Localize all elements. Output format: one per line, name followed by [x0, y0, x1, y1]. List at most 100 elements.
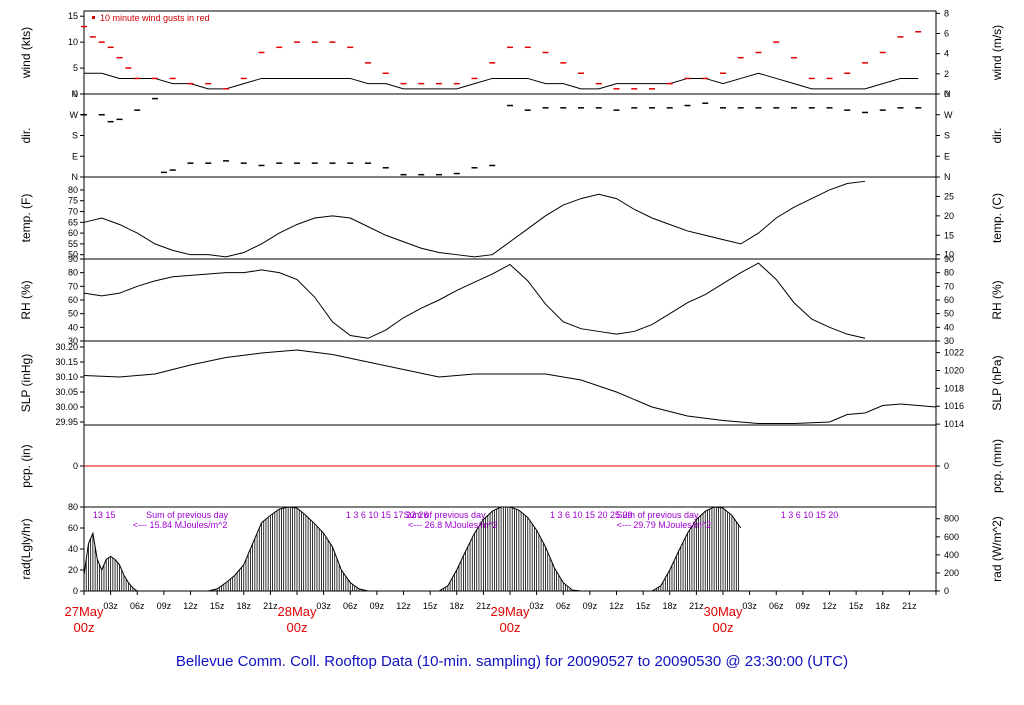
- pressure-line: [83, 349, 937, 424]
- temp-right-ytick-label: 15: [944, 230, 954, 240]
- wind-ytick-label: 10: [68, 37, 78, 47]
- wind-right-ytick-label: 0: [944, 89, 949, 99]
- rad-right-ytick-label: 800: [944, 514, 959, 524]
- x-hour-label: 12z: [396, 601, 411, 611]
- rh-ytick-label: 70: [68, 281, 78, 291]
- wind-ylabel: wind (kts): [19, 27, 33, 79]
- slp-ytick-label: 30.15: [55, 357, 78, 367]
- dir-right-ytick-label: N: [944, 172, 951, 182]
- x-day-label: 27May: [64, 604, 104, 619]
- x-hour-label: 18z: [875, 601, 890, 611]
- x-hour-label: 03z: [103, 601, 118, 611]
- chart-title: Bellevue Comm. Coll. Rooftop Data (10-mi…: [176, 653, 848, 670]
- slp-ytick-label: 30.05: [55, 387, 78, 397]
- x-hour-label: 12z: [183, 601, 198, 611]
- rh-ytick-label: 40: [68, 322, 78, 332]
- x-hour-label: 21z: [476, 601, 491, 611]
- rad-right-ytick-label: 200: [944, 568, 959, 578]
- dir-panel-frame: [83, 93, 937, 178]
- rh-ylabel-right: RH (%): [990, 280, 1004, 319]
- temp-ytick-label: 65: [68, 217, 78, 227]
- slp-right-ytick-label: 1022: [944, 348, 964, 358]
- dir-right-ytick-label: N: [944, 89, 951, 99]
- x-hour-label: 09z: [796, 601, 811, 611]
- x-day-hour-label: 00z: [287, 620, 308, 635]
- radiation-annotation: <--- 29.79 MJoules/m^2: [617, 520, 712, 530]
- gust-annotation: 10 minute wind gusts in red: [100, 13, 210, 23]
- pcp-ylabel-right: pcp. (mm): [990, 439, 1004, 493]
- dir-right-ytick-label: S: [944, 131, 950, 141]
- x-day-hour-label: 00z: [74, 620, 95, 635]
- slp-panel-frame: [83, 340, 937, 426]
- temp-panel-frame: [83, 176, 937, 260]
- x-day-hour-label: 00z: [713, 620, 734, 635]
- radiation-annotation: Sum of previous day: [146, 510, 229, 520]
- radiation-annotation: 13 15: [93, 510, 116, 520]
- radiation-annotation: <--- 15.84 MJoules/m^2: [133, 520, 228, 530]
- gust-legend-mark: [92, 16, 95, 19]
- rh-ytick-label: 90: [68, 254, 78, 264]
- x-hour-label: 15z: [423, 601, 438, 611]
- x-day-hour-label: 00z: [500, 620, 521, 635]
- x-day-label: 29May: [490, 604, 530, 619]
- x-hour-label: 03z: [316, 601, 331, 611]
- rh-right-ytick-label: 60: [944, 295, 954, 305]
- temp-right-ytick-label: 10: [944, 250, 954, 260]
- radiation-annotation: 1 3 6 10 15 17 22 26: [346, 510, 429, 520]
- pcp-right-ytick-label: 0: [944, 461, 949, 471]
- x-hour-label: 18z: [236, 601, 251, 611]
- temp-ylabel: temp. (F): [19, 194, 33, 243]
- x-hour-label: 12z: [609, 601, 624, 611]
- rad-ytick-label: 60: [68, 523, 78, 533]
- wind-right-ytick-label: 8: [944, 8, 949, 18]
- dir-ytick-label: N: [72, 172, 79, 182]
- rh-ytick-label: 30: [68, 336, 78, 346]
- dir-ytick-label: E: [72, 151, 78, 161]
- rh-right-ytick-label: 70: [944, 281, 954, 291]
- wind-right-ytick-label: 4: [944, 49, 949, 59]
- rad-ytick-label: 0: [73, 586, 78, 596]
- radiation-annotation: <--- 26.8 MJoules/m^2: [408, 520, 498, 530]
- rh-right-ytick-label: 80: [944, 268, 954, 278]
- x-hour-label: 03z: [742, 601, 757, 611]
- rh-right-ytick-label: 50: [944, 309, 954, 319]
- slp-ytick-label: 29.95: [55, 417, 78, 427]
- x-hour-label: 21z: [263, 601, 278, 611]
- pcp-ylabel: pcp. (in): [19, 444, 33, 487]
- x-hour-label: 06z: [343, 601, 358, 611]
- slp-right-ytick-label: 1014: [944, 419, 964, 429]
- x-hour-label: 09z: [157, 601, 172, 611]
- wind-right-ytick-label: 6: [944, 28, 949, 38]
- x-hour-label: 09z: [583, 601, 598, 611]
- wind-ytick-label: 15: [68, 11, 78, 21]
- radiation-annotation: 1 3 6 10 15 20: [781, 510, 839, 520]
- temp-ylabel-right: temp. (C): [990, 193, 1004, 243]
- dir-ylabel-right: dir.: [990, 127, 1004, 143]
- rh-ytick-label: 50: [68, 309, 78, 319]
- radiation-annotation: 1 3 6 10 15 20 25 29: [550, 510, 633, 520]
- x-hour-label: 18z: [449, 601, 464, 611]
- x-hour-label: 06z: [130, 601, 145, 611]
- rad-right-ytick-label: 400: [944, 550, 959, 560]
- x-day-label: 30May: [703, 604, 743, 619]
- x-hour-label: 15z: [849, 601, 864, 611]
- temp-ytick-label: 80: [68, 185, 78, 195]
- rh-panel-frame: [83, 258, 937, 342]
- slp-ytick-label: 30.20: [55, 342, 78, 352]
- slp-ylabel: SLP (inHg): [19, 354, 33, 412]
- x-hour-label: 15z: [210, 601, 225, 611]
- x-hour-label: 06z: [769, 601, 784, 611]
- slp-ytick-label: 30.00: [55, 402, 78, 412]
- x-hour-label: 21z: [902, 601, 917, 611]
- wind-ytick-label: 0: [73, 89, 78, 99]
- x-hour-label: 09z: [370, 601, 385, 611]
- rh-line: [83, 262, 866, 339]
- dir-ytick-label: N: [72, 89, 79, 99]
- rh-right-ytick-label: 30: [944, 336, 954, 346]
- x-hour-label: 12z: [822, 601, 837, 611]
- wind-ylabel-right: wind (m/s): [990, 25, 1004, 81]
- rh-right-ytick-label: 90: [944, 254, 954, 264]
- dir-right-ytick-label: E: [944, 151, 950, 161]
